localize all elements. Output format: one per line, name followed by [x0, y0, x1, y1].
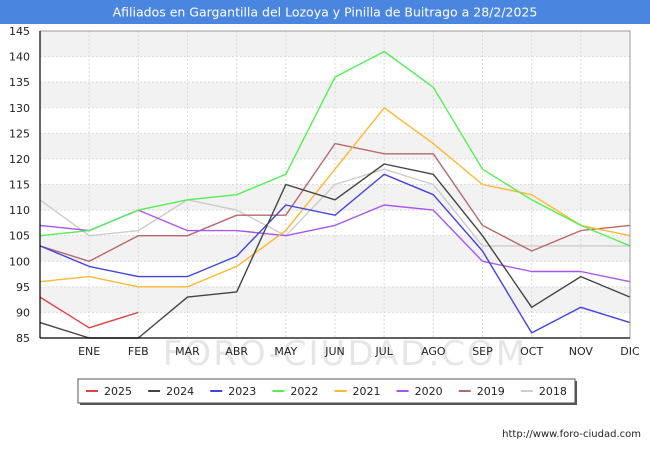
- y-tick-label: 105: [9, 230, 30, 243]
- legend-label-2024: 2024: [166, 385, 194, 398]
- series-line-2025: [39, 296, 139, 329]
- x-tick-label: FEB: [128, 345, 149, 358]
- x-tick-label: AGO: [421, 345, 446, 358]
- legend-label-2025: 2025: [104, 385, 132, 398]
- legend-label-2023: 2023: [228, 385, 256, 398]
- y-tick-label: 95: [16, 281, 30, 294]
- x-tick-label: NOV: [569, 345, 594, 358]
- legend-label-2019: 2019: [477, 385, 505, 398]
- title-bar: [0, 0, 650, 24]
- source-label: http://www.foro-ciudad.com: [502, 429, 641, 440]
- series-line-2022: [39, 50, 631, 247]
- y-tick-label: 145: [9, 25, 30, 38]
- x-tick-label: ABR: [225, 345, 248, 358]
- legend: 2025 2024 2023 2022 2021 2020 2019 2018: [77, 378, 577, 405]
- series-line-2021: [39, 107, 631, 288]
- legend-label-2018: 2018: [539, 385, 567, 398]
- legend-label-2020: 2020: [415, 385, 443, 398]
- x-tick-label: MAY: [274, 345, 297, 358]
- x-tick-label: MAR: [175, 345, 200, 358]
- series-lines: [39, 50, 631, 339]
- axes: [39, 30, 631, 339]
- y-tick-label: 140: [9, 51, 30, 64]
- y-tick-label: 115: [9, 179, 30, 192]
- series-line-2023: [39, 173, 631, 334]
- x-tick-label: JUL: [374, 345, 393, 358]
- chart-title: Afiliados en Gargantilla del Lozoya y Pi…: [113, 5, 538, 20]
- x-tick-label: SEP: [472, 345, 493, 358]
- y-tick-label: 85: [16, 332, 30, 345]
- y-tick-label: 120: [9, 153, 30, 166]
- series-line-2019: [39, 142, 631, 262]
- series-line-2018: [39, 168, 630, 247]
- x-tick-label: JUN: [324, 345, 345, 358]
- y-tick-label: 100: [9, 255, 30, 268]
- y-tick-label: 110: [9, 204, 30, 217]
- legend-label-2022: 2022: [290, 385, 318, 398]
- x-tick-labels: ENE FEB MAR ABR MAY JUN JUL AGO SEP OCT NOV DIC: [78, 345, 640, 358]
- legend-label-2021: 2021: [353, 385, 381, 398]
- legend-box: [77, 378, 576, 404]
- x-tick-label: OCT: [520, 345, 543, 358]
- y-tick-labels: 85 90 95 100 105 110 115 120 125 130 135 140 145: [9, 25, 30, 345]
- watermark: FORO-CIUDAD.COM: [163, 334, 527, 374]
- y-tick-label: 125: [9, 127, 30, 140]
- y-tick-label: 130: [9, 102, 30, 115]
- y-tick-label: 90: [16, 306, 30, 319]
- y-tick-label: 135: [9, 76, 30, 89]
- plot-band: [40, 133, 630, 159]
- x-tick-label: ENE: [78, 345, 100, 358]
- x-tick-label: DIC: [620, 345, 640, 358]
